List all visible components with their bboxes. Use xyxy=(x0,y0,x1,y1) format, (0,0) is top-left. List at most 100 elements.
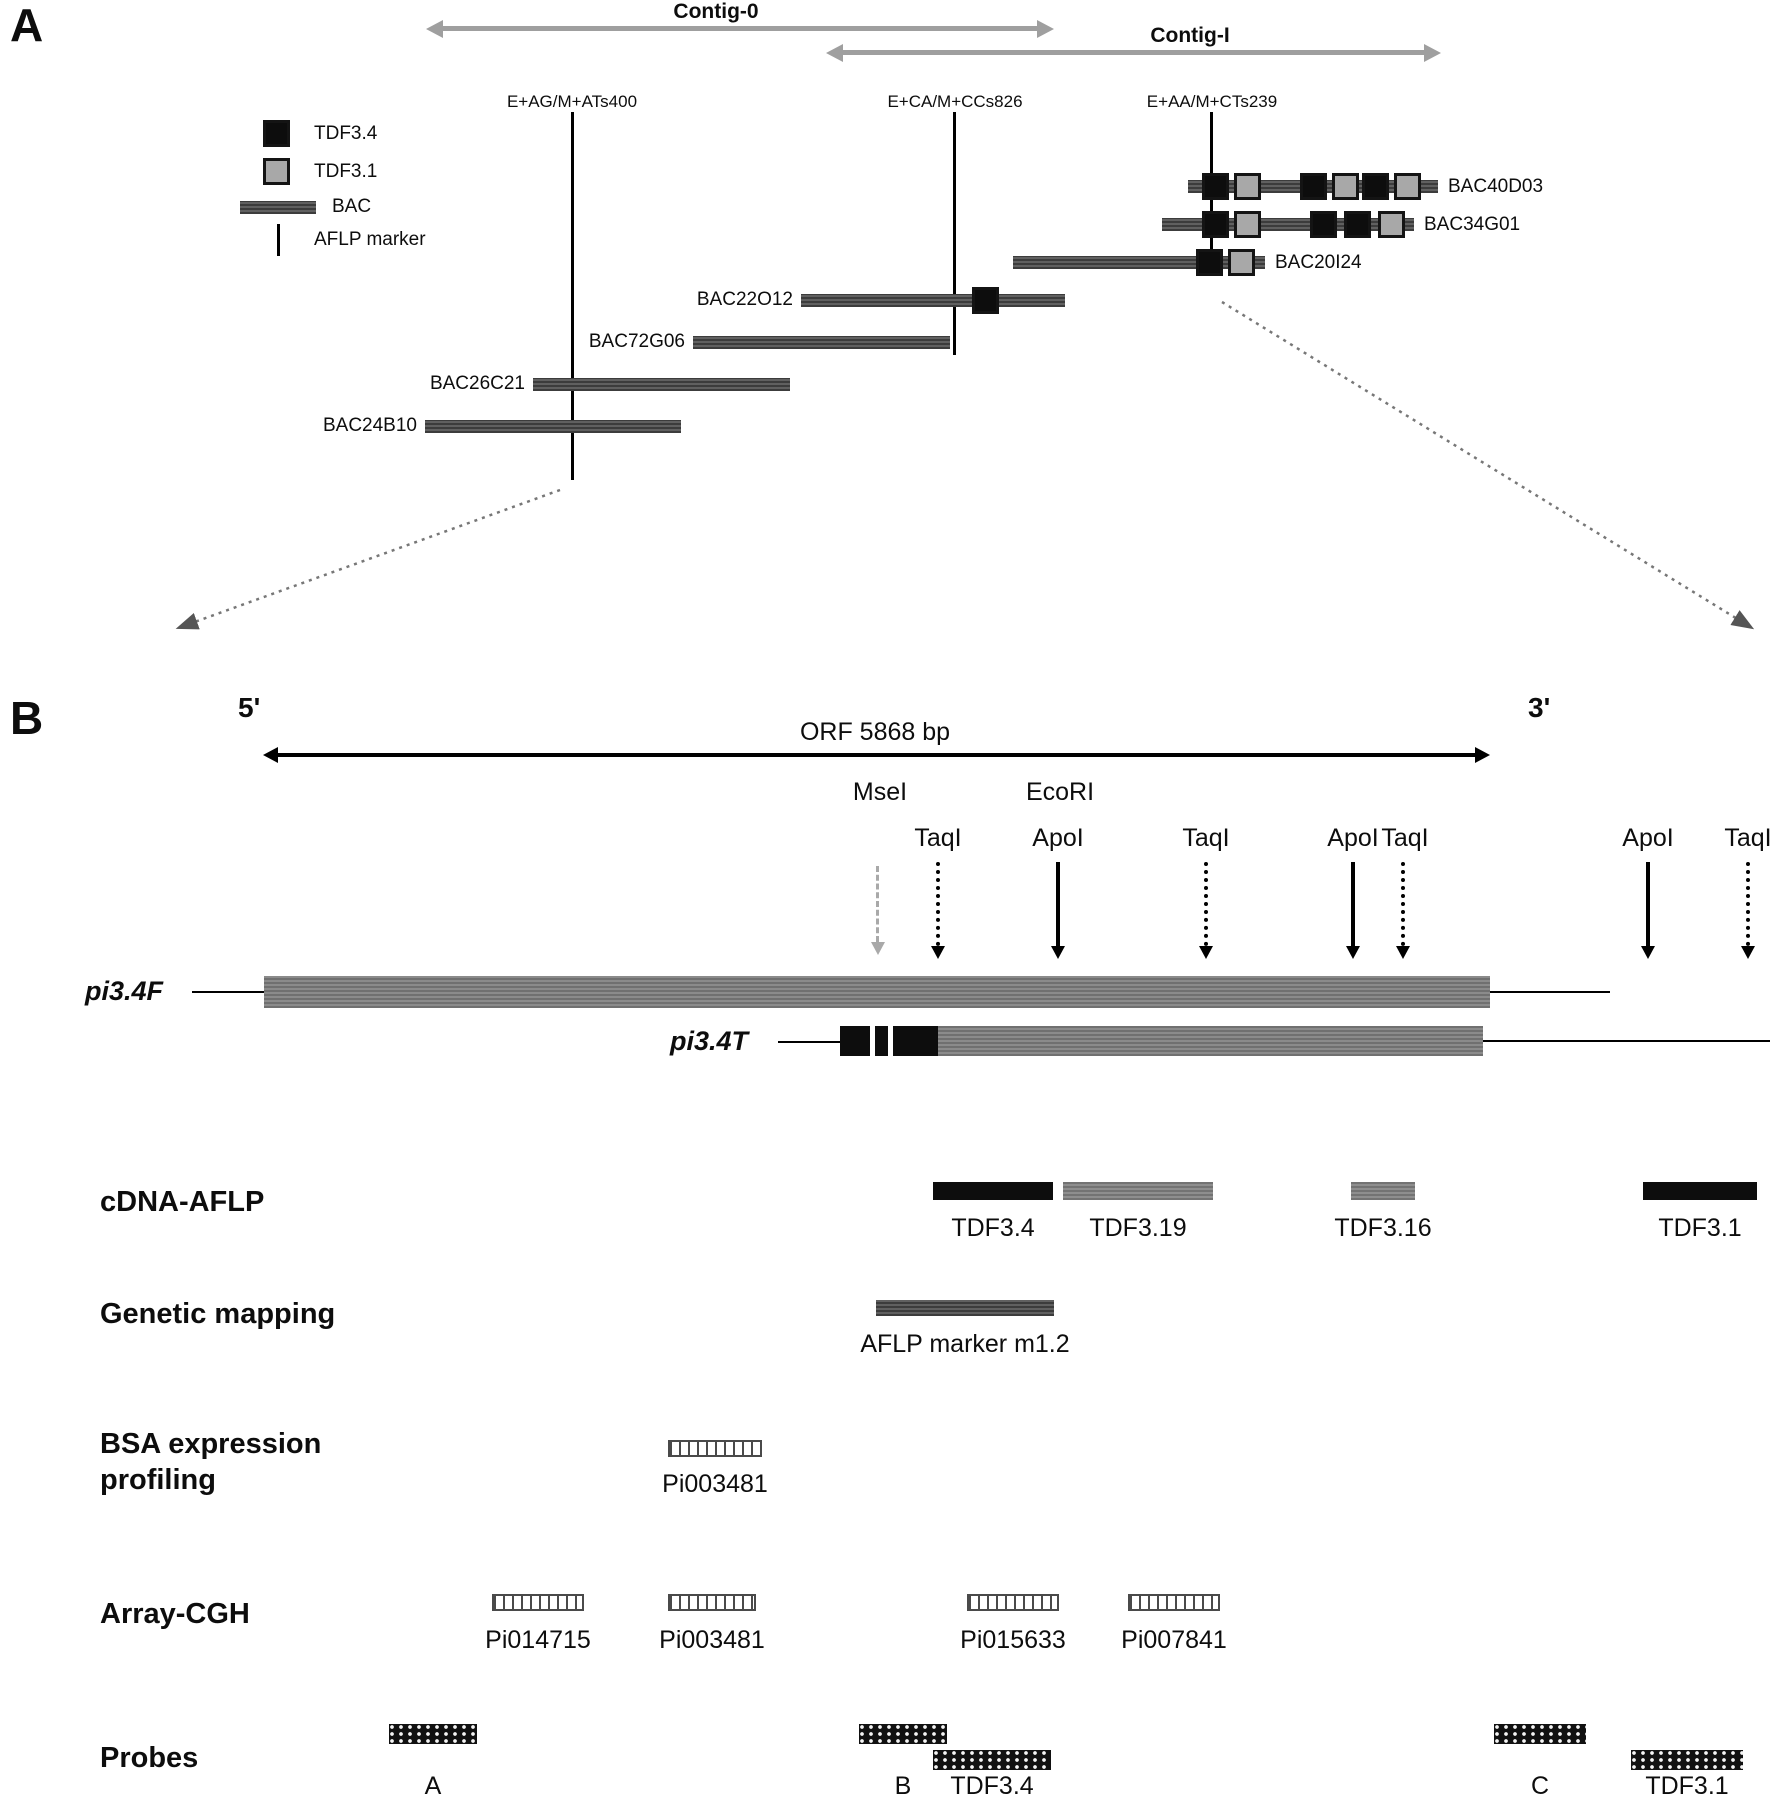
tdf34-marker-square xyxy=(1362,173,1389,200)
tdf31-marker-square xyxy=(1394,173,1421,200)
expansion-line-right xyxy=(1221,300,1755,630)
legend-aflp-line-icon xyxy=(277,224,280,256)
row-genetic-mapping-label: Genetic mapping xyxy=(100,1298,336,1330)
aflp-marker-1-line xyxy=(571,112,574,480)
gene-pi34f-label: pi3.4F xyxy=(85,976,164,1006)
tdf316-fragment-label: TDF3.16 xyxy=(1334,1214,1432,1242)
bac-bar-72g06 xyxy=(693,336,950,349)
tdf34-marker-square xyxy=(1196,249,1223,276)
bsa-pi003481-label: Pi003481 xyxy=(662,1470,768,1498)
contig-0-label: Contig-0 xyxy=(673,0,759,23)
aflp-marker-1-label: E+AG/M+ATs400 xyxy=(506,92,638,111)
aflp-marker-2-line xyxy=(953,112,956,355)
gene-pi34t-label: pi3.4T xyxy=(670,1026,749,1056)
aflp-m12-bar xyxy=(876,1300,1054,1316)
bac-72g06-label: BAC72G06 xyxy=(588,331,685,352)
cgh-pi007841-label: Pi007841 xyxy=(1121,1626,1227,1654)
enzyme-apoi-2-label: ApoI xyxy=(1327,824,1379,852)
probe-c-bar xyxy=(1494,1724,1586,1744)
bac-bar-22o12 xyxy=(801,294,1065,307)
bac-34g01-label: BAC34G01 xyxy=(1424,214,1521,235)
cgh-pi014715-label: Pi014715 xyxy=(485,1626,591,1654)
bac-24b10-label: BAC24B10 xyxy=(322,415,417,436)
tdf34-marker-square xyxy=(1202,173,1229,200)
panel-a-label: A xyxy=(10,0,44,51)
row-bsa-label-line2: profiling xyxy=(100,1464,216,1496)
tdf34-marker-square xyxy=(1344,211,1371,238)
enzyme-ecori-label: EcoRI xyxy=(1025,778,1095,806)
probe-tdf34-bar xyxy=(933,1750,1051,1770)
aflp-marker-3-label: E+AA/M+CTs239 xyxy=(1146,92,1278,111)
bac-22o12-label: BAC22O12 xyxy=(696,289,793,310)
three-prime-label: 3' xyxy=(1528,692,1551,723)
pi34t-gene-bar xyxy=(938,1026,1483,1056)
bac-bar-34g01 xyxy=(1162,218,1414,231)
tdf31-marker-square xyxy=(1332,173,1359,200)
tdf31-fragment-label: TDF3.1 xyxy=(1658,1214,1742,1242)
orf-label: ORF 5868 bp xyxy=(799,718,951,746)
tdf31-marker-square xyxy=(1228,249,1255,276)
pi34f-left-line xyxy=(192,991,264,993)
bac-bar-24b10 xyxy=(425,420,681,433)
pi34f-right-line xyxy=(1490,991,1610,993)
bac-26c21-label: BAC26C21 xyxy=(429,373,525,394)
enzyme-apoi-1-label: ApoI xyxy=(1032,824,1084,852)
pi34t-right-line xyxy=(1483,1040,1770,1042)
row-cdna-aflp-label: cDNA-AFLP xyxy=(100,1186,265,1218)
orf-extent-arrow xyxy=(278,753,1475,757)
cgh-pi015633-bar xyxy=(967,1594,1059,1611)
enzyme-taqi-3-label: TaqI xyxy=(1381,824,1429,852)
tdf34-marker-square xyxy=(1202,211,1229,238)
legend-tdf31-label: TDF3.1 xyxy=(314,161,378,182)
expansion-line-left xyxy=(175,488,561,630)
probe-a-bar xyxy=(389,1724,477,1744)
legend-tdf34-label: TDF3.4 xyxy=(314,123,378,144)
bac-40d03-label: BAC40D03 xyxy=(1448,176,1544,197)
tdf319-fragment-bar xyxy=(1063,1182,1213,1200)
pi34t-left-line xyxy=(778,1041,840,1043)
contig-1-label: Contig-I xyxy=(1150,24,1230,47)
probe-tdf31-bar xyxy=(1631,1750,1743,1770)
legend-tdf31-square-icon xyxy=(263,158,290,185)
tdf31-marker-square xyxy=(1234,173,1261,200)
enzyme-msei-label: MseI xyxy=(852,778,908,806)
tdf34-marker-square xyxy=(972,287,999,314)
panel-b-label: B xyxy=(10,692,44,744)
tdf31-marker-square xyxy=(1234,211,1261,238)
tdf34-fragment-bar xyxy=(933,1182,1053,1200)
enzyme-taqi-4-label: TaqI xyxy=(1724,824,1772,852)
cgh-pi007841-bar xyxy=(1128,1594,1220,1611)
tdf31-fragment-bar xyxy=(1643,1182,1757,1200)
cgh-pi015633-label: Pi015633 xyxy=(960,1626,1066,1654)
enzyme-taqi-2-label: TaqI xyxy=(1182,824,1230,852)
bsa-pi003481-bar xyxy=(668,1440,762,1457)
bac-20i24-label: BAC20I24 xyxy=(1275,252,1362,273)
tdf316-fragment-bar xyxy=(1351,1182,1415,1200)
probe-tdf31-label: TDF3.1 xyxy=(1645,1772,1729,1800)
contig-1-extent-arrow xyxy=(843,50,1424,55)
tdf34-fragment-label: TDF3.4 xyxy=(951,1214,1035,1242)
row-array-cgh-label: Array-CGH xyxy=(100,1598,250,1630)
enzyme-taqi-1-label: TaqI xyxy=(914,824,962,852)
cgh-pi003481-label: Pi003481 xyxy=(659,1626,765,1654)
cgh-pi003481-bar xyxy=(668,1594,756,1611)
bac-bar-26c21 xyxy=(533,378,790,391)
five-prime-label: 5' xyxy=(238,692,261,723)
pi34t-black-exons xyxy=(840,1026,938,1056)
probe-c-label: C xyxy=(1530,1772,1550,1800)
legend-aflp-label: AFLP marker xyxy=(314,229,426,250)
probe-b-bar xyxy=(859,1724,947,1744)
contig-0-extent-arrow xyxy=(443,26,1037,31)
aflp-marker-2-label: E+CA/M+CCs826 xyxy=(887,92,1023,111)
enzyme-apoi-3-label: ApoI xyxy=(1622,824,1674,852)
legend-bac-bar-icon xyxy=(240,201,316,214)
row-probes-label: Probes xyxy=(100,1742,199,1774)
row-bsa-label-line1: BSA expression xyxy=(100,1428,322,1460)
probe-tdf34-label: TDF3.4 xyxy=(950,1772,1034,1800)
tdf34-marker-square xyxy=(1310,211,1337,238)
tdf319-fragment-label: TDF3.19 xyxy=(1089,1214,1187,1242)
cgh-pi014715-bar xyxy=(492,1594,584,1611)
probe-a-label: A xyxy=(424,1772,442,1800)
